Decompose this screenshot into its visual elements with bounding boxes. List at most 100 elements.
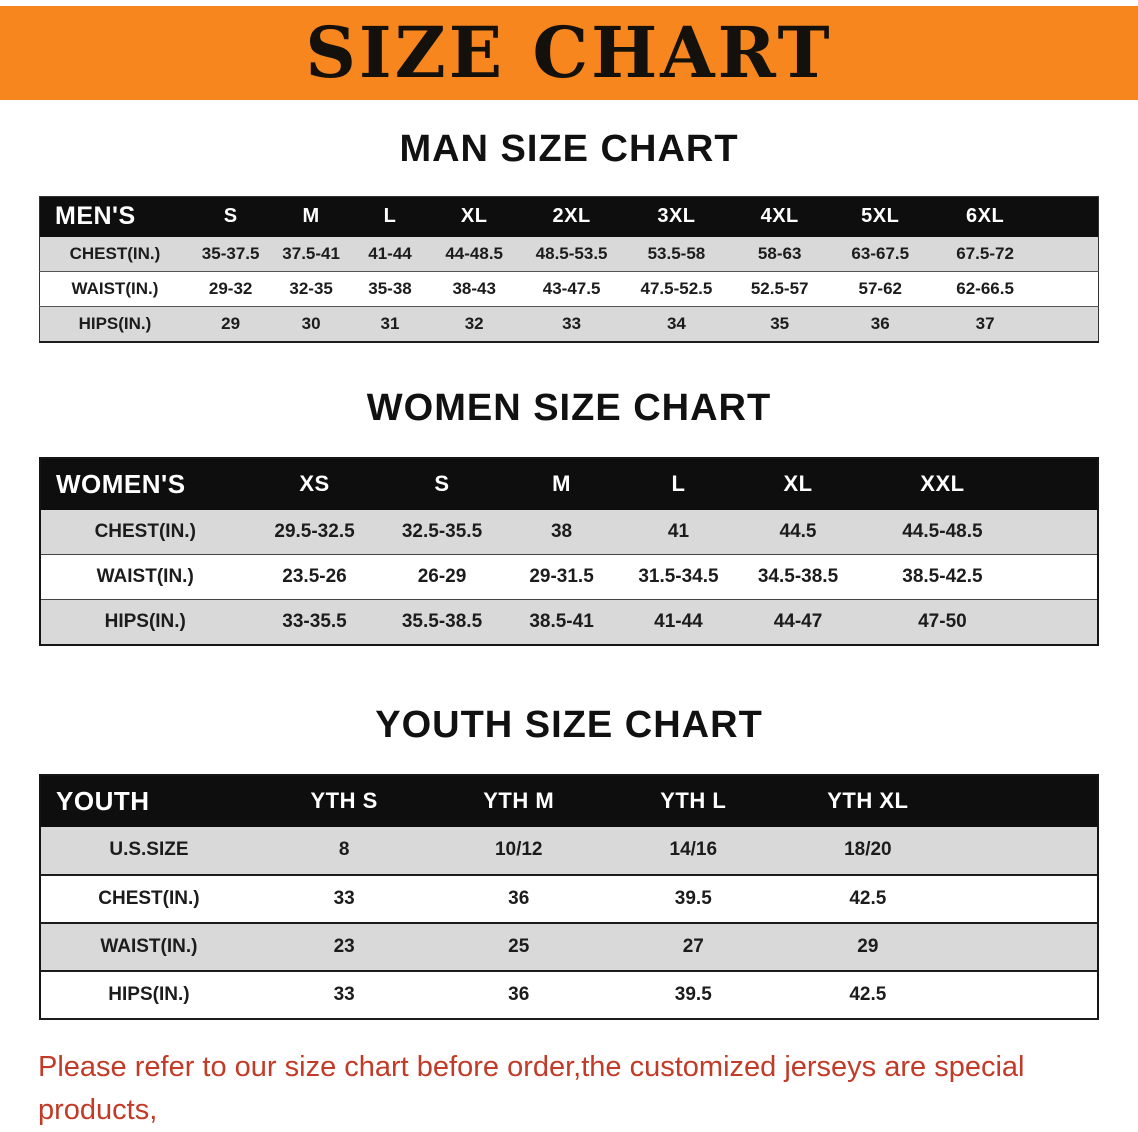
value-cell: 29-32 [189,271,272,307]
value-cell: 37 [930,306,1041,342]
col-header: XL [738,457,858,510]
col-header: 2XL [519,196,625,237]
filler-cell [955,874,1098,923]
col-header: 5XL [830,196,931,237]
men-hips-row: HIPS(IN.) 29 30 31 32 33 34 35 36 37 [39,306,1099,342]
value-cell: 47.5-52.5 [624,271,729,307]
value-cell: 38 [504,509,619,555]
value-cell: 41 [618,509,739,555]
row-label: HIPS(IN.) [39,306,190,342]
filler-cell [1027,554,1098,600]
value-cell: 25 [431,922,606,971]
men-table-title: MEN'S [39,196,190,237]
value-cell: 33 [256,874,432,923]
value-cell: 62-66.5 [930,271,1041,307]
value-cell: 8 [256,826,432,875]
order-notice-line1: Please refer to our size chart before or… [38,1050,1025,1127]
value-cell: 29 [780,922,956,971]
men-section-heading: MAN SIZE CHART [399,128,739,170]
order-notice: Please refer to our size chart before or… [0,1046,1138,1132]
value-cell: 32 [429,306,520,342]
col-header: S [189,196,272,237]
value-cell: 35-37.5 [189,236,272,272]
col-header: L [350,196,430,237]
value-cell: 34 [624,306,729,342]
filler-cell [1027,599,1098,645]
youth-ussize-row: U.S.SIZE 8 10/12 14/16 18/20 [40,826,1098,875]
value-cell: 36 [431,970,606,1019]
value-cell: 23.5-26 [249,554,380,600]
value-cell: 48.5-53.5 [519,236,625,272]
value-cell: 36 [830,306,931,342]
youth-section-heading: YOUTH SIZE CHART [375,703,763,746]
men-size-table: MEN'S S M L XL 2XL 3XL 4XL 5XL 6XL CHEST… [39,196,1099,343]
value-cell: 33-35.5 [249,599,380,645]
value-cell: 38-43 [429,271,520,307]
youth-waist-row: WAIST(IN.) 23 25 27 29 [40,922,1098,971]
col-header: XS [249,457,380,510]
value-cell: 31 [350,306,430,342]
row-label: U.S.SIZE [40,826,257,875]
col-header: M [504,457,619,510]
value-cell: 32-35 [271,271,351,307]
youth-hips-row: HIPS(IN.) 33 36 39.5 42.5 [40,970,1098,1019]
value-cell: 38.5-42.5 [857,554,1028,600]
value-cell: 29-31.5 [504,554,619,600]
value-cell: 57-62 [830,271,931,307]
value-cell: 35.5-38.5 [379,599,505,645]
value-cell: 39.5 [606,874,781,923]
value-cell: 23 [256,922,432,971]
page-title: SIZE CHART [305,11,833,94]
col-header: 4XL [728,196,831,237]
banner: SIZE CHART [0,6,1138,100]
women-section-heading: WOMEN SIZE CHART [366,386,772,429]
value-cell: 52.5-57 [728,271,831,307]
col-header: L [618,457,739,510]
value-cell: 44.5 [738,509,858,555]
row-label: WAIST(IN.) [40,922,257,971]
women-size-table: WOMEN'S XS S M L XL XXL CHEST(IN.) 29.5-… [39,456,1099,646]
value-cell: 32.5-35.5 [379,509,505,555]
value-cell: 33 [256,970,432,1019]
col-header: XXL [857,457,1028,510]
header-filler [1027,457,1098,510]
header-filler [1040,196,1099,237]
value-cell: 10/12 [431,826,606,875]
col-header: M [271,196,351,237]
row-label: WAIST(IN.) [39,271,190,307]
filler-cell [955,970,1098,1019]
value-cell: 44-47 [738,599,858,645]
filler-cell [1040,271,1099,307]
women-table-title: WOMEN'S [40,457,250,510]
youth-size-table: YOUTH YTH S YTH M YTH L YTH XL U.S.SIZE … [39,773,1099,1020]
value-cell: 42.5 [780,874,956,923]
filler-cell [1040,306,1099,342]
youth-chest-row: CHEST(IN.) 33 36 39.5 42.5 [40,874,1098,923]
value-cell: 41-44 [618,599,739,645]
men-chest-row: CHEST(IN.) 35-37.5 37.5-41 41-44 44-48.5… [39,236,1099,272]
filler-cell [955,826,1098,875]
col-header: S [379,457,505,510]
header-filler [955,774,1098,827]
col-header: YTH M [431,774,606,827]
women-header-row: WOMEN'S XS S M L XL XXL [40,457,1098,510]
value-cell: 31.5-34.5 [618,554,739,600]
value-cell: 39.5 [606,970,781,1019]
filler-cell [1027,509,1098,555]
col-header: YTH S [256,774,432,827]
row-label: CHEST(IN.) [40,874,257,923]
value-cell: 35 [728,306,831,342]
col-header: YTH XL [780,774,956,827]
men-header-row: MEN'S S M L XL 2XL 3XL 4XL 5XL 6XL [39,196,1099,237]
value-cell: 38.5-41 [504,599,619,645]
value-cell: 47-50 [857,599,1028,645]
value-cell: 29 [189,306,272,342]
value-cell: 37.5-41 [271,236,351,272]
filler-cell [955,922,1098,971]
value-cell: 58-63 [728,236,831,272]
value-cell: 14/16 [606,826,781,875]
value-cell: 30 [271,306,351,342]
col-header: XL [429,196,520,237]
men-waist-row: WAIST(IN.) 29-32 32-35 35-38 38-43 43-47… [39,271,1099,307]
